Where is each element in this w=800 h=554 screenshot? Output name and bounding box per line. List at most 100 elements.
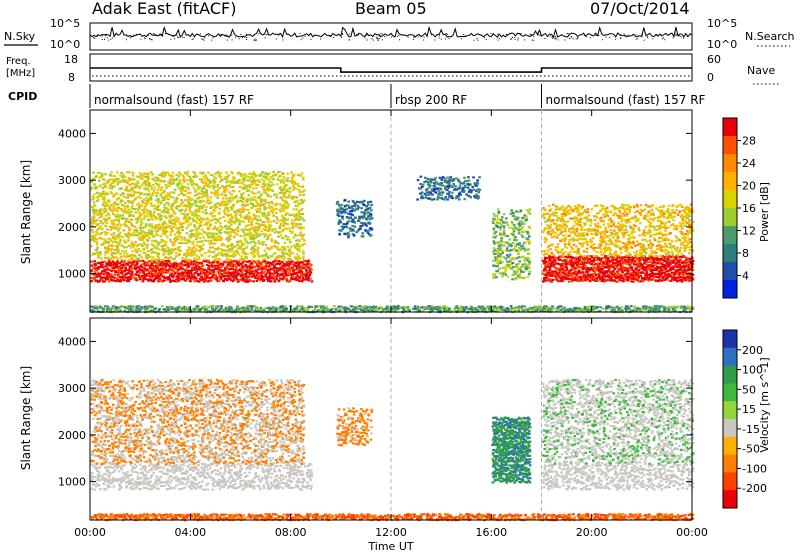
range-cell — [499, 255, 502, 259]
range-cell — [108, 173, 112, 176]
range-cell — [124, 224, 127, 228]
range-cell — [240, 267, 244, 270]
range-cell — [151, 239, 154, 242]
range-cell — [111, 241, 115, 244]
range-cell — [631, 269, 635, 272]
range-cell — [297, 264, 300, 267]
range-cell — [367, 215, 370, 218]
range-cell — [546, 273, 549, 276]
range-cell — [174, 223, 177, 226]
range-cell — [428, 197, 432, 200]
range-cell — [238, 245, 241, 248]
noise-search-point — [481, 34, 483, 36]
noise-search-point — [104, 38, 105, 40]
range-cell — [178, 253, 181, 256]
range-cell — [104, 265, 108, 268]
range-cell — [291, 197, 294, 200]
range-cell — [495, 276, 498, 279]
range-cell — [584, 265, 587, 268]
range-cell — [154, 239, 158, 242]
range-cell — [161, 259, 165, 262]
range-cell — [231, 206, 234, 209]
noise-search-point — [652, 38, 654, 40]
range-cell — [261, 220, 264, 223]
range-cell — [282, 224, 285, 227]
range-cell — [98, 253, 101, 256]
range-cell — [215, 191, 219, 194]
range-cell — [267, 213, 271, 217]
range-cell — [139, 259, 142, 263]
range-cell — [633, 260, 637, 263]
range-cell — [183, 264, 187, 267]
range-cell — [172, 275, 175, 278]
range-cell — [246, 197, 250, 200]
range-cell — [259, 195, 262, 198]
range-cell — [294, 196, 297, 199]
range-cell — [97, 195, 100, 198]
range-cell — [291, 189, 295, 192]
range-cell — [507, 266, 511, 269]
range-cell — [286, 212, 289, 215]
range-cell — [250, 223, 253, 226]
range-cell — [514, 276, 518, 279]
range-cell — [126, 220, 129, 223]
range-cell — [93, 273, 96, 276]
range-cell — [166, 207, 169, 210]
range-cell — [168, 250, 171, 253]
range-cell — [350, 210, 354, 213]
range-cell — [174, 255, 178, 258]
noise-search-point — [384, 35, 386, 37]
range-cell — [187, 252, 190, 255]
range-cell — [278, 208, 282, 211]
range-cell — [218, 263, 221, 266]
range-cell — [122, 173, 125, 176]
range-cell — [130, 222, 133, 225]
range-cell — [267, 218, 270, 221]
range-cell — [111, 178, 114, 181]
range-cell — [244, 208, 248, 211]
range-cell — [584, 271, 587, 274]
range-cell — [501, 275, 504, 278]
range-cell — [93, 219, 97, 222]
range-cell — [191, 261, 195, 264]
range-cell — [116, 177, 120, 180]
range-cell — [243, 197, 246, 200]
range-cell — [264, 201, 268, 204]
range-cell — [184, 179, 188, 182]
range-cell — [301, 201, 305, 204]
range-cell — [205, 263, 209, 267]
range-cell — [446, 188, 449, 191]
range-cell — [339, 221, 342, 224]
range-cell — [206, 240, 210, 243]
range-cell — [458, 198, 461, 201]
range-cell — [183, 242, 187, 245]
range-cell — [224, 203, 228, 206]
range-cell — [164, 171, 167, 174]
range-cell — [119, 280, 122, 283]
range-cell — [186, 266, 190, 269]
range-cell — [199, 269, 203, 272]
range-cell — [282, 193, 286, 196]
range-cell — [234, 214, 237, 217]
range-cell — [299, 198, 303, 201]
noise-search-point — [357, 34, 359, 36]
range-cell — [525, 209, 529, 212]
noise-search-point — [595, 35, 597, 36]
range-cell — [127, 239, 130, 242]
range-cell — [109, 228, 112, 231]
range-cell — [163, 215, 167, 218]
range-cell — [339, 210, 342, 213]
range-cell — [637, 263, 641, 266]
range-cell — [518, 273, 522, 276]
range-cell — [129, 275, 132, 279]
range-cell — [160, 172, 163, 175]
range-cell — [137, 182, 140, 185]
range-cell — [300, 261, 303, 264]
range-cell — [139, 264, 143, 267]
range-cell — [370, 228, 374, 231]
range-cell — [357, 219, 361, 222]
range-cell — [123, 176, 127, 179]
range-cell — [156, 177, 160, 180]
range-cell — [159, 179, 163, 182]
noise-search-point — [161, 34, 163, 36]
